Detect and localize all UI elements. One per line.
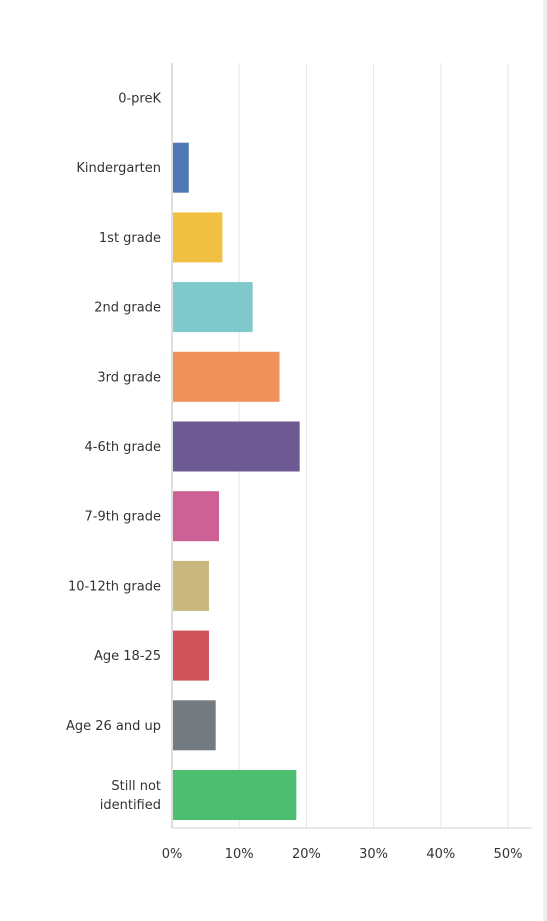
x-tick-label: 30% — [359, 847, 388, 862]
x-tick-label: 40% — [426, 847, 455, 862]
bar — [173, 282, 253, 333]
category-label: 3rd grade — [97, 370, 161, 385]
bars — [173, 142, 300, 820]
bar — [173, 770, 297, 820]
x-tick-label: 50% — [494, 847, 523, 862]
bar — [173, 351, 280, 402]
category-label: 10-12th grade — [68, 579, 161, 594]
bar — [173, 142, 189, 193]
category-label: Kindergarten — [76, 161, 161, 176]
category-labels: 0-preK Kindergarten 1st grade 2nd grade 3rd … — [66, 92, 162, 814]
category-label: 2nd grade — [94, 301, 161, 316]
bar — [173, 212, 223, 263]
x-tick-label: 0% — [162, 847, 183, 862]
category-label: 1st grade — [99, 231, 161, 246]
bar — [173, 630, 209, 681]
category-label: Age 18-25 — [94, 649, 161, 664]
category-label: Age 26 and up — [66, 719, 161, 734]
x-tick-label: 10% — [225, 847, 254, 862]
page-edge — [543, 0, 547, 921]
bar — [173, 700, 216, 751]
category-label: 4-6th grade — [84, 440, 161, 455]
category-label: 0-preK — [118, 92, 161, 107]
category-label: 7-9th grade — [84, 510, 161, 525]
bar — [173, 421, 300, 472]
x-tick-label: 20% — [292, 847, 321, 862]
category-label: identified — [100, 798, 161, 813]
x-axis-ticks: 0% 10% 20% 30% 40% 50% — [162, 847, 523, 862]
bar — [173, 560, 209, 611]
category-label: Still not — [111, 779, 161, 794]
gridlines — [171, 63, 532, 829]
bar — [173, 491, 220, 542]
